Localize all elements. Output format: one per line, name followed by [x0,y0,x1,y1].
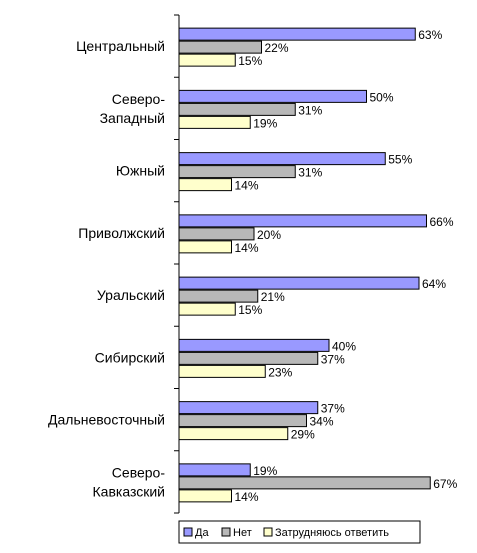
bars-layer [178,27,431,503]
bar [178,276,420,290]
bar [178,463,251,477]
bar [178,214,427,228]
bar [178,240,232,254]
data-label: 37% [321,352,345,366]
data-label: 21% [261,290,285,304]
bar [178,351,319,365]
bar [178,364,266,378]
category-label: Дальневосточный [48,412,165,428]
data-label: 31% [298,103,322,117]
bar [178,53,236,67]
bar [178,27,416,41]
data-label: 66% [430,215,454,229]
data-label: 14% [235,241,259,255]
bar [178,489,232,503]
data-label: 40% [332,339,356,353]
data-label: 20% [257,228,281,242]
bar [178,227,255,241]
bar [178,165,296,179]
labels-layer: Центральный63%22%15%Северо-Западный50%31… [48,28,458,504]
category-label: Центральный [76,38,165,54]
data-label: 19% [253,464,277,478]
category-label: Кавказский [93,483,165,499]
data-label: 19% [253,116,277,130]
legend-swatch [263,527,273,537]
category-label: Северо- [112,91,166,107]
legend: Да Нет Затрудняюсь ответить [178,520,421,544]
legend-swatch [221,527,231,537]
data-label: 15% [238,54,262,68]
data-label: 23% [268,365,292,379]
bar [178,102,296,116]
category-label: Уральский [97,287,165,303]
legend-label: Да [195,527,209,539]
axis-layer [174,14,180,514]
bar [178,178,232,192]
bar [178,289,259,303]
data-label: 31% [298,166,322,180]
bar [178,476,431,490]
bar [178,89,367,103]
data-label: 64% [422,277,446,291]
category-label: Приволжский [78,225,165,241]
legend-swatch [183,527,193,537]
data-label: 55% [388,153,412,167]
legend-box [178,520,421,544]
bar [178,302,236,316]
bar [178,401,319,415]
data-label: 22% [265,41,289,55]
data-label: 14% [235,490,259,504]
data-label: 15% [238,303,262,317]
bar [178,40,262,54]
data-label: 37% [321,402,345,416]
data-label: 67% [433,477,457,491]
bar [178,427,289,441]
bar [178,414,307,428]
category-label: Сибирский [95,349,165,365]
data-label: 29% [291,428,315,442]
data-label: 50% [370,90,394,104]
data-label: 63% [418,28,442,42]
legend-label: Нет [233,527,252,539]
category-label: Западный [100,110,165,126]
category-label: Северо- [112,464,166,480]
data-label: 34% [310,415,334,429]
bar [178,152,386,166]
bar [178,115,251,129]
legend-label: Затрудняюсь ответить [275,527,389,539]
category-label: Южный [116,163,165,179]
data-label: 14% [235,179,259,193]
bar [178,338,330,352]
